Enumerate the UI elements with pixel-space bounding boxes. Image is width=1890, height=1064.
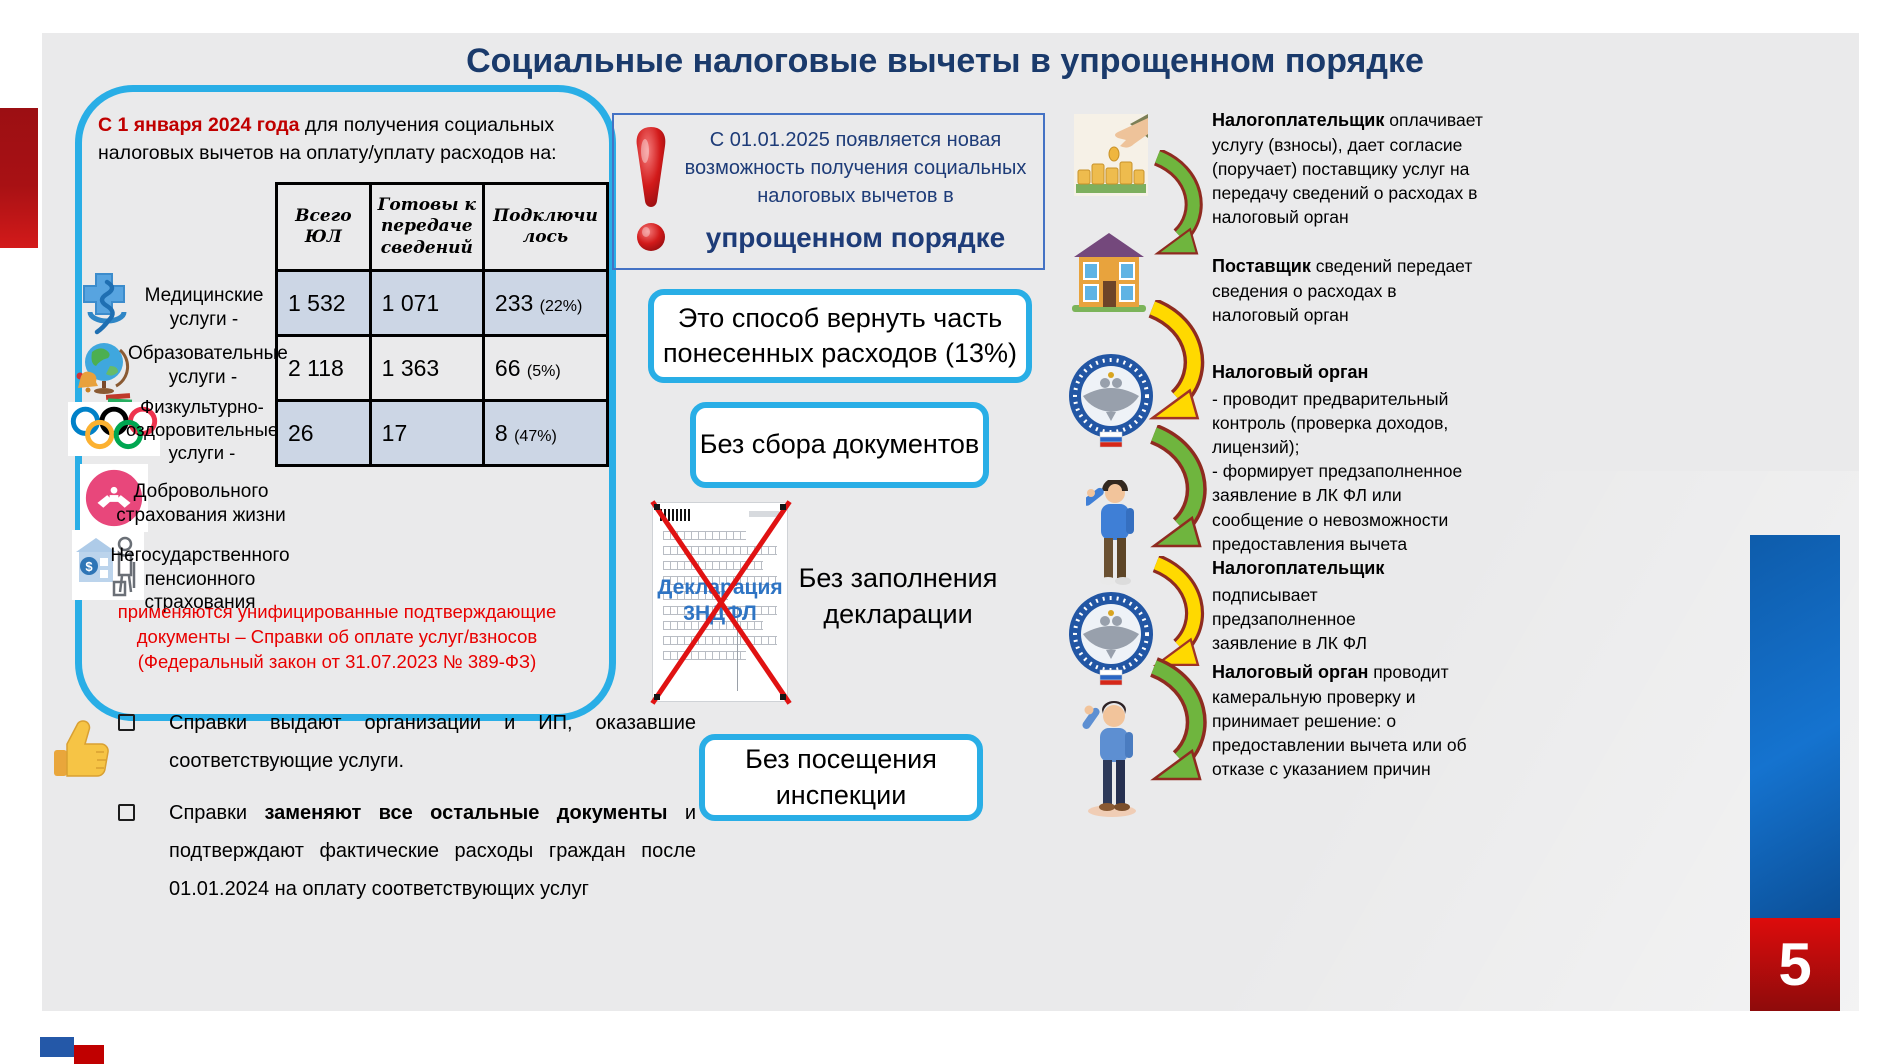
left-red-accent-bar: [0, 108, 38, 248]
right-blue-bar: [1750, 535, 1840, 918]
fns-emblem-icon: [1069, 354, 1153, 448]
table-row: 1 532 1 071 233 (22%): [275, 269, 610, 337]
no-inspection-visit-box: Без посещения инспекции: [699, 734, 983, 821]
step-text-tax-authority-decision: Налоговый орган проводит камеральную про…: [1212, 662, 1467, 780]
alert-text: С 01.01.2025 появляется новая возможност…: [678, 126, 1033, 257]
cell-education-ready: 1 363: [368, 334, 485, 402]
svg-text:$: $: [85, 559, 93, 574]
taxpayer-person-icon: [1086, 480, 1134, 585]
citizen-person-icon: [1082, 701, 1136, 817]
payment-money-icon: [1074, 114, 1148, 196]
note-text: Справки заменяют все остальные документы…: [169, 802, 696, 900]
service-label-education: Образовательные услуги -: [128, 343, 288, 388]
cell-medical-total: 1 532: [275, 269, 372, 337]
alert-box: С 01.01.2025 появляется новая возможност…: [612, 113, 1045, 270]
corner-red-bar: [74, 1045, 104, 1064]
table-row: 26 17 8 (47%): [275, 399, 610, 467]
cell-fitness-connected: 8 (47%): [481, 399, 610, 467]
step-text-taxpayer-pays: Налогоплательщик оплачивает услугу (взно…: [1212, 110, 1483, 228]
form-field: [749, 511, 779, 517]
curved-arrow-icon: [1153, 150, 1203, 255]
page-number: 5: [1750, 918, 1840, 1011]
education-globe-icon: [76, 343, 133, 408]
cell-education-total: 2 118: [275, 334, 372, 402]
declaration-form: Декларация 3НДФЛ: [650, 500, 792, 705]
col-header-ready: Готовы к передаче сведений: [368, 182, 485, 272]
table-row: 2 118 1 363 66 (5%): [275, 334, 610, 402]
page-number-value: 5: [1778, 931, 1812, 998]
alert-highlight: упрощенном порядке: [705, 221, 1006, 253]
note-text: Справки выдают организации и ИП, оказавш…: [169, 712, 696, 772]
step-text-tax-authority-control: Налоговый орган - проводит предварительн…: [1212, 362, 1463, 554]
declaration-stamp: Декларация 3НДФЛ: [657, 576, 783, 626]
col-header-connected: Подключи лось: [481, 182, 610, 272]
medical-services-icon: [83, 273, 127, 335]
cell-education-connected: 66 (5%): [481, 334, 610, 402]
left-panel: С 1 января 2024 года для получения социа…: [68, 85, 616, 721]
cell-fitness-total: 26: [275, 399, 372, 467]
slide-background: [42, 33, 1859, 1011]
services-table: Всего ЮЛ Готовы к передаче сведений Подк…: [275, 182, 610, 467]
curved-arrow-icon: [1148, 300, 1205, 420]
bullet-square-icon: [118, 714, 135, 731]
curved-arrow-icon: [1149, 425, 1207, 548]
provider-building-icon: [1072, 233, 1146, 312]
olympic-rings-icon: [68, 402, 160, 456]
legal-footnote: применяются унифицированные подтверждающ…: [117, 601, 557, 672]
col-header-total: Всего ЮЛ: [275, 182, 372, 272]
step-text-provider-sends: Поставщик сведений передает сведения о р…: [1212, 256, 1473, 325]
note-item: Справки заменяют все остальные документы…: [118, 794, 696, 908]
bullet-square-icon: [118, 804, 135, 821]
cell-medical-ready: 1 071: [368, 269, 485, 337]
no-declaration-label: Без заполнения декларации: [798, 563, 998, 630]
barcode-icon: [660, 509, 692, 521]
curved-arrow-icon: [1152, 556, 1204, 667]
service-label-medical: Медицинские услуги -: [144, 285, 264, 330]
intro-rest: для получения социальных налоговых вычет…: [98, 114, 557, 164]
benefit-box: Это способ вернуть часть понесенных расх…: [648, 289, 1032, 383]
table-header-row: Всего ЮЛ Готовы к передаче сведений Подк…: [275, 182, 610, 272]
intro-text: С 1 января 2024 года для получения социа…: [98, 112, 580, 167]
step-text-taxpayer-signs: Налогоплательщик подписывает предзаполне…: [1212, 558, 1385, 654]
fns-emblem-icon: [1069, 592, 1153, 686]
thumbs-up-icon: [54, 720, 109, 777]
life-insurance-icon: [80, 464, 148, 532]
cell-fitness-ready: 17: [368, 399, 485, 467]
pension-insurance-icon: $: [72, 530, 144, 600]
service-label-fitness: Физкультурно-оздоровительные услуги -: [126, 396, 279, 463]
exclamation-icon: [636, 126, 666, 251]
cell-medical-connected: 233 (22%): [481, 269, 610, 337]
curved-arrow-icon: [1149, 657, 1207, 781]
notes-list: Справки выдают организации и ИП, оказавш…: [118, 704, 696, 922]
service-label-life-insurance: Добровольного страхования жизни: [116, 481, 286, 526]
no-documents-box: Без сбора документов: [690, 402, 989, 488]
note-item: Справки выдают организации и ИП, оказавш…: [118, 704, 696, 780]
service-label-pension: Негосударственного пенсионного страхован…: [110, 545, 290, 614]
corner-blue-bar: [40, 1037, 74, 1057]
intro-date-highlight: С 1 января 2024 года: [98, 114, 300, 136]
slide-title: Социальные налоговые вычеты в упрощенном…: [466, 42, 1424, 80]
